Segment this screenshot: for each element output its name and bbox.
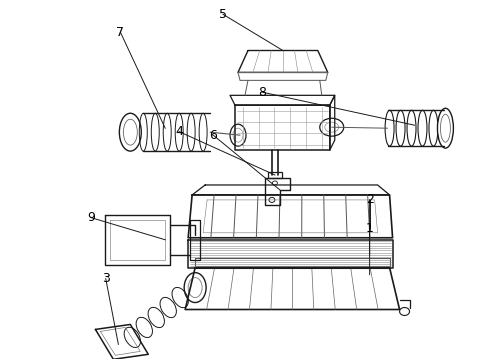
- Text: 5: 5: [219, 8, 227, 21]
- Text: 4: 4: [175, 125, 183, 138]
- Text: 6: 6: [209, 129, 217, 142]
- Text: 1: 1: [366, 222, 373, 235]
- Ellipse shape: [230, 124, 246, 146]
- FancyBboxPatch shape: [268, 172, 282, 178]
- Ellipse shape: [184, 273, 206, 302]
- Ellipse shape: [320, 118, 343, 136]
- Text: 8: 8: [258, 86, 266, 99]
- Ellipse shape: [438, 108, 453, 148]
- Text: 9: 9: [87, 211, 95, 224]
- Text: 3: 3: [102, 272, 110, 285]
- Text: 7: 7: [117, 26, 124, 39]
- Ellipse shape: [120, 113, 141, 151]
- Text: 2: 2: [366, 193, 373, 206]
